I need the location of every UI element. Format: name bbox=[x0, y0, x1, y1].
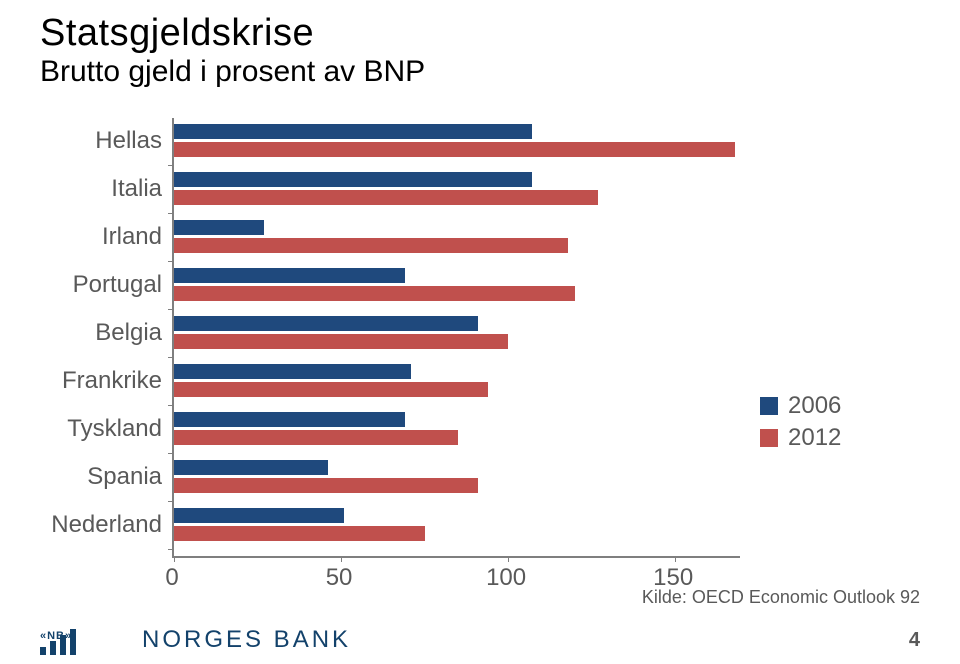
y-tick bbox=[168, 261, 174, 262]
x-tick bbox=[174, 556, 175, 562]
bar bbox=[174, 142, 735, 157]
bar bbox=[174, 478, 478, 493]
bar bbox=[174, 412, 405, 427]
svg-text:«NB»: «NB» bbox=[40, 630, 72, 642]
bar bbox=[174, 334, 508, 349]
slide-title: Statsgjeldskrise bbox=[40, 12, 425, 55]
y-tick bbox=[168, 405, 174, 406]
page-number: 4 bbox=[909, 629, 920, 652]
x-label: 0 bbox=[165, 564, 178, 592]
legend-item: 2006 bbox=[760, 392, 841, 420]
y-label: Spania bbox=[87, 463, 162, 491]
bar bbox=[174, 172, 532, 187]
bar bbox=[174, 316, 478, 331]
y-axis-labels: Hellas Italia Irland Portugal Belgia Frankrik… bbox=[40, 118, 170, 558]
slide: Statsgjeldskrise Brutto gjeld i prosent … bbox=[0, 0, 960, 664]
x-label: 50 bbox=[326, 564, 353, 592]
y-label: Tyskland bbox=[67, 415, 162, 443]
bar bbox=[174, 190, 598, 205]
bar bbox=[174, 220, 264, 235]
bar bbox=[174, 508, 344, 523]
bar bbox=[174, 238, 568, 253]
bar bbox=[174, 526, 425, 541]
y-tick bbox=[168, 165, 174, 166]
y-tick bbox=[168, 213, 174, 214]
x-label: 100 bbox=[486, 564, 526, 592]
y-label: Irland bbox=[102, 223, 162, 251]
y-tick bbox=[168, 501, 174, 502]
legend: 2006 2012 bbox=[760, 392, 841, 456]
y-label: Italia bbox=[111, 175, 162, 203]
logo-icon: «NB» bbox=[40, 625, 128, 655]
x-tick bbox=[341, 556, 342, 562]
source-text: Kilde: OECD Economic Outlook 92 bbox=[642, 587, 920, 608]
bar bbox=[174, 268, 405, 283]
legend-swatch bbox=[760, 429, 778, 447]
bar bbox=[174, 364, 411, 379]
bar bbox=[174, 124, 532, 139]
bar bbox=[174, 460, 328, 475]
legend-swatch bbox=[760, 397, 778, 415]
y-tick bbox=[168, 357, 174, 358]
footer: «NB» NORGES BANK 4 bbox=[0, 616, 960, 664]
y-label: Hellas bbox=[95, 127, 162, 155]
plot-area bbox=[172, 118, 740, 558]
x-tick bbox=[508, 556, 509, 562]
legend-label: 2012 bbox=[788, 424, 841, 452]
chart: Hellas Italia Irland Portugal Belgia Frankrik… bbox=[40, 118, 740, 558]
y-tick bbox=[168, 549, 174, 550]
x-tick bbox=[675, 556, 676, 562]
y-tick bbox=[168, 309, 174, 310]
y-tick bbox=[168, 453, 174, 454]
slide-subtitle: Brutto gjeld i prosent av BNP bbox=[40, 55, 425, 89]
logo-text: NORGES BANK bbox=[142, 626, 351, 654]
logo: «NB» NORGES BANK bbox=[40, 625, 351, 655]
bar bbox=[174, 286, 575, 301]
bar bbox=[174, 430, 458, 445]
legend-item: 2012 bbox=[760, 424, 841, 452]
y-label: Frankrike bbox=[62, 367, 162, 395]
y-label: Nederland bbox=[51, 511, 162, 539]
y-label: Belgia bbox=[95, 319, 162, 347]
y-label: Portugal bbox=[73, 271, 162, 299]
bar bbox=[174, 382, 488, 397]
legend-label: 2006 bbox=[788, 392, 841, 420]
title-block: Statsgjeldskrise Brutto gjeld i prosent … bbox=[40, 12, 425, 89]
